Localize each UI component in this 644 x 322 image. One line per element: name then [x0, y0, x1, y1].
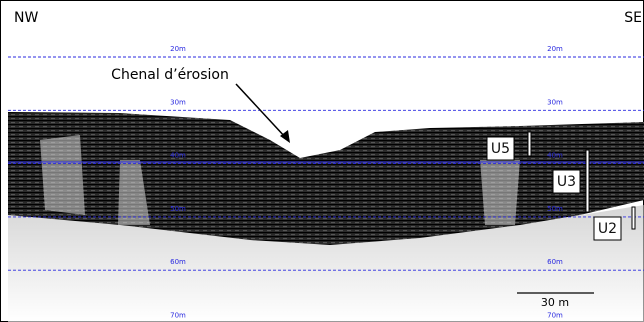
nw-label: NW: [14, 10, 38, 26]
depth-label: 50m: [170, 205, 186, 213]
depth-label: 30m: [547, 98, 563, 106]
unit-label: U2: [598, 221, 617, 237]
depth-label: 20m: [170, 45, 186, 53]
unit-label: U3: [557, 174, 576, 190]
unit-bar: [586, 150, 589, 212]
depth-label: 70m: [170, 312, 186, 320]
unit-label: U5: [491, 141, 510, 157]
unit-bar: [528, 132, 531, 156]
depth-label: 50m: [547, 205, 563, 213]
depth-label: 40m: [547, 152, 563, 160]
seismic-profile: 20m20m30m30m40m40m50m50m60m60m70m70m NW …: [0, 0, 644, 322]
depth-label: 60m: [170, 258, 186, 266]
depth-label: 30m: [170, 98, 186, 106]
depth-label: 70m: [547, 312, 563, 320]
depth-label: 40m: [170, 152, 186, 160]
unit-bar: [632, 207, 635, 229]
depth-label: 20m: [547, 45, 563, 53]
se-label: SE: [624, 10, 642, 26]
scale-label: 30 m: [541, 296, 569, 309]
annotation: Chenal d’érosion: [111, 67, 229, 83]
depth-label: 60m: [547, 258, 563, 266]
